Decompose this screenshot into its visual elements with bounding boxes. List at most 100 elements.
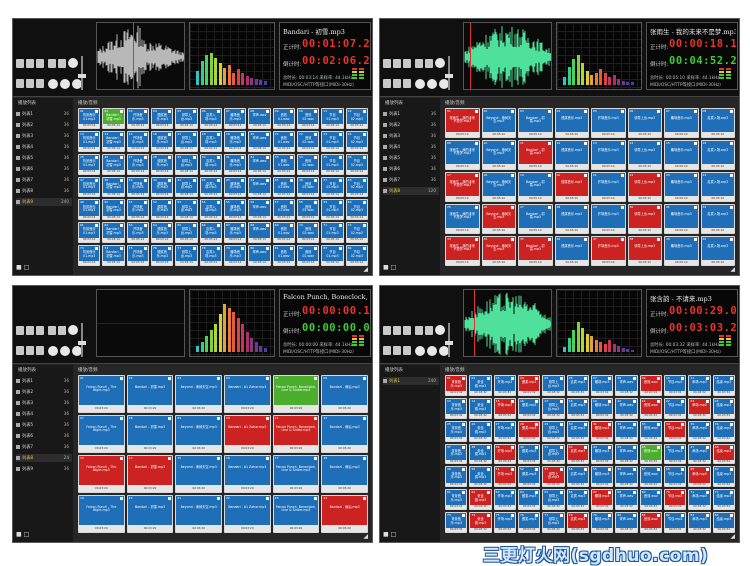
- audio-pad[interactable]: 07 暖场.mp3 00:03:32: [591, 375, 614, 396]
- audio-pad[interactable]: 77 领导上台.mp3 00:03:32: [542, 512, 565, 533]
- audio-pad[interactable]: 55 暖场.mp3 00:03:32: [591, 466, 614, 488]
- pad-checkbox[interactable]: [119, 417, 123, 420]
- pad-checkbox[interactable]: [474, 238, 478, 241]
- pad-checkbox[interactable]: [143, 155, 147, 159]
- audio-pad[interactable]: 42 嘉宾入场.mp3 00:03:14: [199, 176, 222, 198]
- save-icon[interactable]: [36, 326, 44, 335]
- pad-checkbox[interactable]: [338, 247, 342, 251]
- pad-checkbox[interactable]: [705, 422, 709, 426]
- resize-grip-icon[interactable]: ◢: [363, 533, 368, 540]
- pad-checkbox[interactable]: [338, 178, 342, 182]
- audio-pad[interactable]: 43 暖场.mp3 00:03:32: [591, 443, 614, 465]
- pad-checkbox[interactable]: [656, 445, 660, 449]
- audio-pad[interactable]: 27 Bandari - 初雪.mp3 00:05:10: [518, 204, 553, 234]
- pad-checkbox[interactable]: [143, 201, 147, 205]
- audio-pad[interactable]: 10 Beyond - 海阔天空.mp3 00:05:10: [481, 140, 516, 170]
- pad-checkbox[interactable]: [216, 224, 220, 228]
- pad-checkbox[interactable]: [583, 422, 587, 426]
- audio-pad[interactable]: 35 串场.mp3 00:03:32: [688, 420, 711, 442]
- sidebar-item-3[interactable]: 列表3 36: [383, 132, 439, 140]
- pad-checkbox[interactable]: [474, 110, 478, 113]
- pad-checkbox[interactable]: [632, 514, 636, 518]
- pad-checkbox[interactable]: [241, 110, 245, 113]
- add-icon[interactable]: [383, 79, 391, 88]
- pad-checkbox[interactable]: [657, 206, 660, 209]
- pad-checkbox[interactable]: [216, 377, 220, 380]
- pad-checkbox[interactable]: [168, 377, 172, 380]
- audio-pad[interactable]: 74 Bandari - 初雪.mp3 00:03:14: [102, 245, 125, 266]
- pad-checkbox[interactable]: [338, 110, 342, 113]
- loop-icon[interactable]: [427, 346, 437, 356]
- audio-pad[interactable]: 31 暖场音乐.mp3 00:03:14: [224, 153, 247, 175]
- audio-pad[interactable]: 09 Beyond - 海阔天空.mp3 00:03:20: [175, 415, 222, 453]
- sidebar-item-4[interactable]: 列表4 36: [16, 143, 72, 151]
- sidebar-item-5[interactable]: 列表5 36: [16, 154, 72, 162]
- pad-checkbox[interactable]: [486, 377, 490, 380]
- audio-pad[interactable]: 15 开场音乐.mp3 00:03:14: [126, 130, 149, 152]
- audio-pad[interactable]: 04 颁奖音乐.mp3 00:05:10: [554, 108, 589, 138]
- waveform-display[interactable]: [96, 289, 185, 357]
- mute-icon[interactable]: [72, 79, 82, 89]
- pad-checkbox[interactable]: [119, 155, 123, 159]
- delete-icon[interactable]: [393, 346, 401, 355]
- file-icon[interactable]: [383, 326, 391, 335]
- edit-icon[interactable]: [415, 326, 423, 335]
- sidebar-bottom-icons[interactable]: ■ □: [383, 531, 397, 538]
- audio-pad[interactable]: 25 张雨生 - 我的未来不是梦.mp3 00:05:10: [445, 204, 480, 234]
- file-icon[interactable]: [16, 326, 24, 335]
- audio-pad[interactable]: 64 颁奖.mp3 00:03:32: [518, 489, 541, 511]
- audio-pad[interactable]: 22 领导上台.mp3 00:05:10: [627, 172, 662, 202]
- sidebar-item-6[interactable]: 列表6 36: [383, 165, 439, 173]
- delete-icon[interactable]: [26, 346, 34, 355]
- file-icon[interactable]: [383, 59, 391, 68]
- audio-pad[interactable]: 75 开场.mp3 00:03:32: [493, 512, 516, 533]
- audio-pad[interactable]: 08 掌声.wav 00:03:32: [615, 375, 638, 396]
- audio-pad[interactable]: 75 开场音乐.mp3 00:03:14: [126, 245, 149, 266]
- audio-pad[interactable]: 82 节目.mp3 00:03:32: [664, 512, 687, 533]
- audio-pad[interactable]: 32 掌声.wav 00:03:32: [615, 420, 638, 442]
- pad-checkbox[interactable]: [338, 201, 342, 205]
- audio-pad[interactable]: 26 Bandari - 初雪.mp3 00:03:14: [102, 153, 125, 175]
- audio-pad[interactable]: 16 嘉宾入场.mp3 00:05:10: [700, 140, 735, 170]
- audio-pad[interactable]: 54 嘉宾.mp3 00:03:32: [566, 466, 589, 488]
- stop-icon[interactable]: [48, 346, 58, 356]
- pad-checkbox[interactable]: [583, 514, 587, 518]
- pad-checkbox[interactable]: [216, 457, 220, 460]
- audio-pad[interactable]: 10 音效 02.wav 00:03:14: [297, 108, 320, 129]
- pad-checkbox[interactable]: [362, 155, 366, 159]
- pad-checkbox[interactable]: [559, 377, 563, 380]
- pad-checkbox[interactable]: [583, 377, 587, 380]
- pad-checkbox[interactable]: [119, 201, 123, 205]
- audio-pad[interactable]: 72 节目 02.mp3 00:03:14: [345, 222, 368, 244]
- audio-pad[interactable]: 06 Bandari - 雨后.mp3 00:03:20: [321, 375, 368, 413]
- audio-pad[interactable]: 30 嘉宾入场.mp3 00:03:14: [199, 153, 222, 175]
- volume-knob[interactable]: [78, 341, 86, 345]
- audio-pad[interactable]: 58 节目.mp3 00:03:32: [664, 466, 687, 488]
- pad-checkbox[interactable]: [559, 445, 563, 449]
- playhead[interactable]: [470, 23, 471, 89]
- file-icon[interactable]: [16, 59, 24, 68]
- pad-checkbox[interactable]: [608, 445, 612, 449]
- audio-pad[interactable]: 23 节目 01.mp3 00:03:14: [321, 130, 344, 152]
- audio-pad[interactable]: 84 节目 02.mp3 00:03:14: [345, 245, 368, 266]
- audio-pad[interactable]: 04 颁奖.mp3 00:03:32: [518, 375, 541, 396]
- pad-checkbox[interactable]: [535, 422, 539, 426]
- pad-checkbox[interactable]: [265, 497, 269, 500]
- volume-slider[interactable]: [445, 56, 453, 90]
- waveform-display[interactable]: [463, 289, 552, 357]
- audio-pad[interactable]: 50 张含韵.mp3 00:03:32: [469, 466, 492, 488]
- audio-pad[interactable]: 40 颁奖.mp3 00:03:32: [518, 443, 541, 465]
- audio-pad[interactable]: 48 结束.mp3 00:03:32: [712, 443, 735, 465]
- pad-checkbox[interactable]: [265, 224, 269, 228]
- pad-checkbox[interactable]: [95, 201, 99, 205]
- save-icon[interactable]: [403, 59, 411, 68]
- audio-pad[interactable]: 73 背景音乐.mp3 00:03:32: [445, 512, 468, 533]
- pad-checkbox[interactable]: [314, 417, 318, 420]
- audio-pad[interactable]: 29 领导上台.mp3 00:03:14: [175, 153, 198, 175]
- pad-checkbox[interactable]: [143, 224, 147, 228]
- pad-checkbox[interactable]: [314, 497, 318, 500]
- audio-pad[interactable]: 71 串场.mp3 00:03:32: [688, 489, 711, 511]
- pad-checkbox[interactable]: [681, 422, 685, 426]
- pad-checkbox[interactable]: [314, 247, 318, 251]
- pad-checkbox[interactable]: [362, 417, 366, 420]
